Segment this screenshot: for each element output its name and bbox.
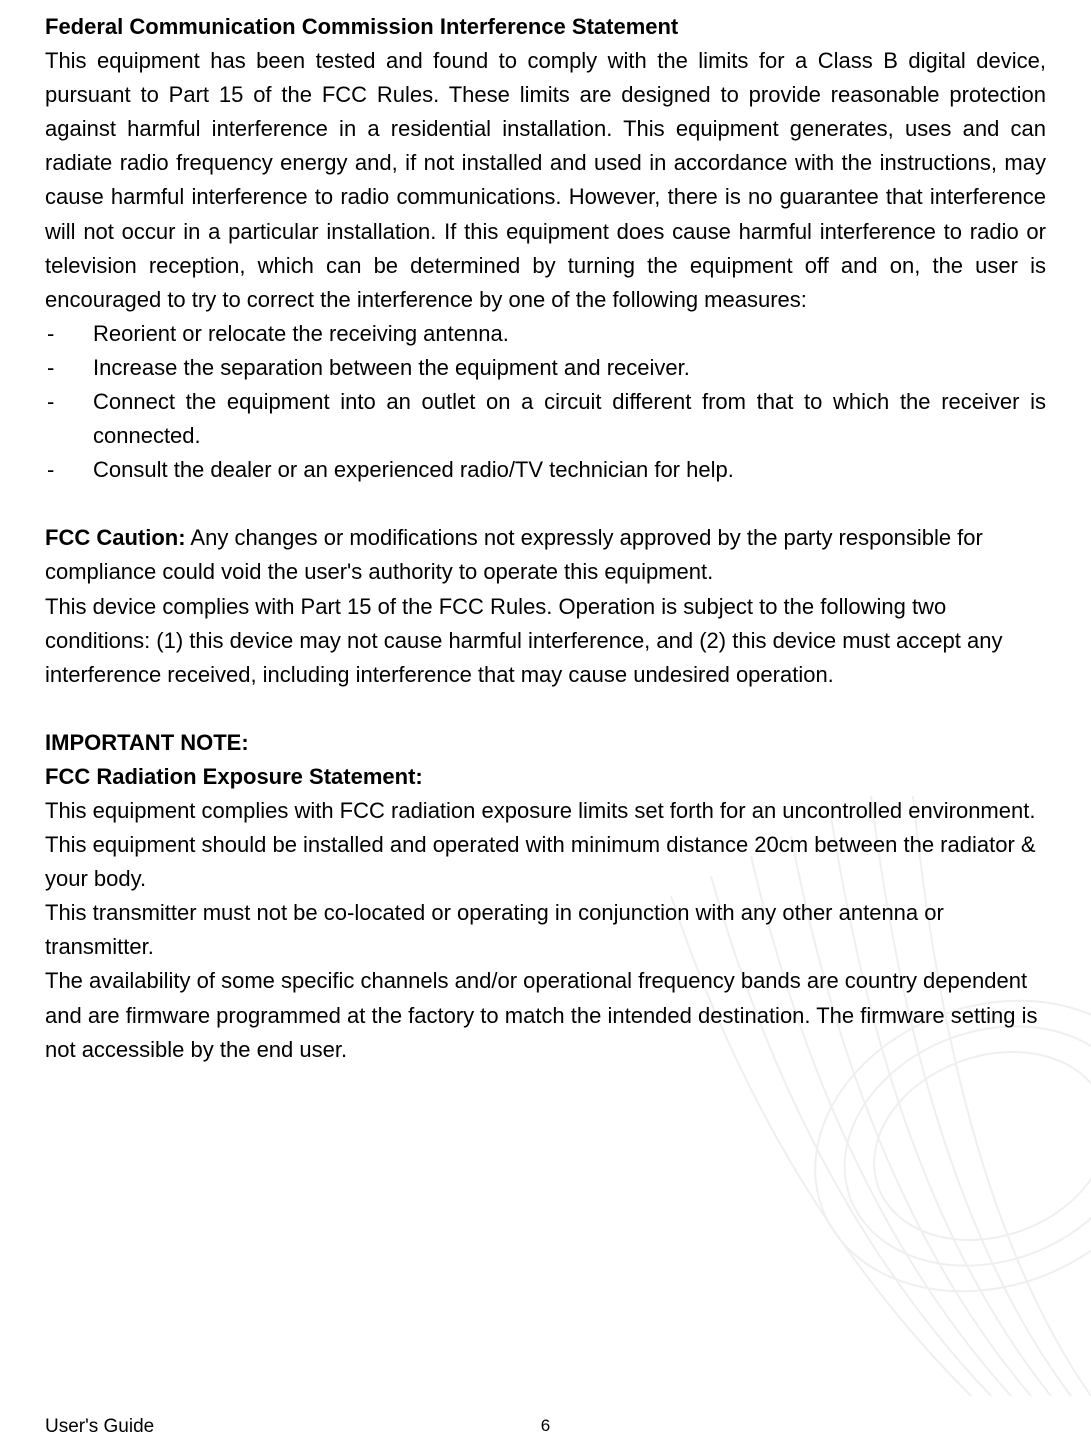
paragraph-part15: This device complies with Part 15 of the… [45,590,1046,692]
list-marker: - [45,317,93,351]
list-marker: - [45,453,93,487]
document-content: Federal Communication Commission Interfe… [45,10,1046,1067]
heading-fcc-interference: Federal Communication Commission Interfe… [45,14,678,39]
list-text: Consult the dealer or an experienced rad… [93,453,1046,487]
section-important-note: IMPORTANT NOTE: FCC Radiation Exposure S… [45,726,1046,1067]
fcc-caution-text: Any changes or modifications not express… [45,525,983,584]
paragraph-firmware: The availability of some specific channe… [45,964,1046,1066]
section-fcc-interference: Federal Communication Commission Interfe… [45,10,1046,317]
list-text: Connect the equipment into an outlet on … [93,385,1046,453]
heading-important-note: IMPORTANT NOTE: [45,726,1046,760]
list-text: Increase the separation between the equi… [93,351,1046,385]
paragraph-radiation-limits: This equipment complies with FCC radiati… [45,794,1046,896]
list-item: - Increase the separation between the eq… [45,351,1046,385]
paragraph-intro: This equipment has been tested and found… [45,44,1046,317]
list-marker: - [45,385,93,453]
list-item: - Connect the equipment into an outlet o… [45,385,1046,453]
section-fcc-caution: FCC Caution: Any changes or modification… [45,521,1046,691]
list-item: - Consult the dealer or an experienced r… [45,453,1046,487]
paragraph-fcc-caution: FCC Caution: Any changes or modification… [45,521,1046,589]
footer-page-number: 6 [541,1416,550,1436]
list-text: Reorient or relocate the receiving anten… [93,317,1046,351]
measures-list: - Reorient or relocate the receiving ant… [45,317,1046,487]
list-marker: - [45,351,93,385]
paragraph-transmitter: This transmitter must not be co-located … [45,896,1046,964]
page-footer: User's Guide 6 [45,1416,1046,1438]
heading-radiation-exposure: FCC Radiation Exposure Statement: [45,760,1046,794]
fcc-caution-label: FCC Caution: [45,525,186,550]
list-item: - Reorient or relocate the receiving ant… [45,317,1046,351]
